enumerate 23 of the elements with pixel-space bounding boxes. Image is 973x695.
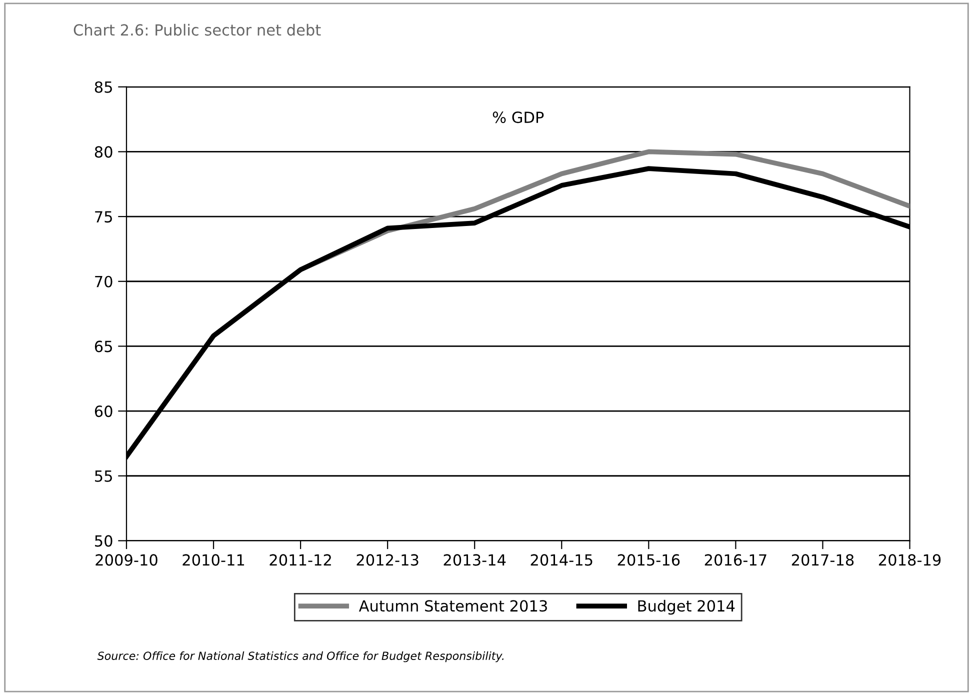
y-tick-label: 65: [94, 340, 112, 352]
y-tick-label: 85: [94, 81, 112, 93]
y-tick-label: 80: [94, 146, 112, 158]
x-tick-label: 2015-16: [618, 554, 680, 566]
legend-label: Budget 2014: [638, 600, 735, 615]
source-note: Source: Office for National Statistics and Office for Budget Responsibility.: [97, 651, 504, 662]
x-tick-label: 2016-17: [704, 554, 766, 566]
x-tick-label: 2014-15: [530, 554, 592, 566]
y-tick-label: 60: [94, 406, 112, 418]
y-tick-label: 70: [95, 276, 112, 288]
chart-title: Chart 2.6: Public sector net debt: [74, 24, 321, 36]
annotation: % GDP: [492, 112, 544, 124]
x-tick-label: 2011-12: [270, 554, 331, 566]
x-tick-label: 2013-14: [444, 554, 506, 566]
x-tick-label: 2012-13: [356, 554, 418, 566]
legend-label: Autumn Statement 2013: [358, 600, 547, 612]
y-tick-label: 55: [95, 470, 112, 482]
y-tick-label: 50: [95, 535, 112, 547]
x-tick-label: 2009-10: [96, 554, 158, 566]
x-tick-label: 2017-18: [792, 554, 854, 566]
y-tick-label: 75: [95, 211, 112, 223]
x-tick-label: 2010-11: [182, 554, 244, 566]
x-tick-label: 2018-19: [878, 554, 941, 566]
